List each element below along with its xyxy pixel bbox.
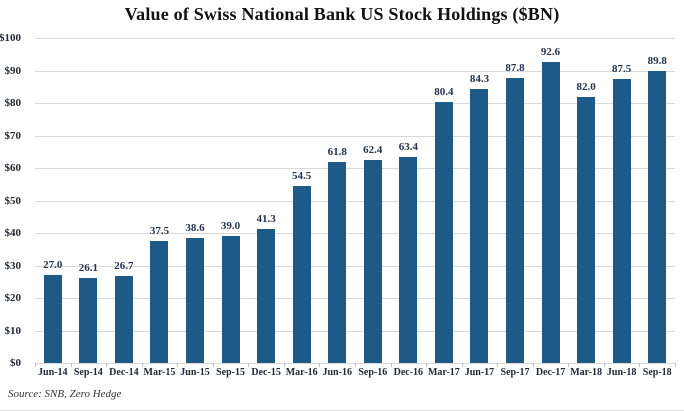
bar	[434, 101, 453, 363]
y-axis-tick-label: $90	[4, 64, 22, 77]
x-axis-tick-mark	[177, 363, 179, 367]
x-axis-tick-mark	[390, 363, 392, 367]
x-axis-tick-label: Mar-16	[285, 367, 318, 378]
x-axis-tick-mark	[70, 363, 72, 367]
bar	[292, 185, 311, 363]
bar-value-label: 63.4	[398, 140, 418, 153]
gridline	[35, 135, 675, 137]
bar-value-label: 26.7	[114, 260, 134, 273]
x-axis-tick-label: Mar-17	[427, 367, 460, 378]
gridline	[35, 233, 675, 234]
bar	[221, 236, 240, 363]
bar	[648, 71, 667, 363]
source-note: Source: SNB, Zero Hedge	[8, 388, 122, 400]
gridline	[35, 103, 675, 104]
x-axis-tick-mark	[639, 363, 641, 367]
gridline	[35, 330, 675, 332]
bar	[363, 160, 382, 363]
gridline	[35, 265, 675, 267]
bar-value-label: 26.1	[78, 262, 98, 275]
plot-area: $0 $10 $20 $30 $40 $50 $60 $70 $80 $90 $100 27.0 Jun…	[0, 33, 676, 378]
bar	[328, 162, 347, 363]
x-axis-tick-label: Sep-17	[500, 367, 530, 378]
x-axis-tick-label: Sep-15	[216, 367, 245, 378]
bar-value-label: 87.8	[505, 61, 525, 74]
bar	[150, 241, 169, 363]
bar	[506, 77, 524, 363]
gridline	[35, 168, 675, 169]
x-axis-tick-label: Dec-16	[393, 367, 424, 378]
x-axis-tick-label: Dec-14	[109, 367, 139, 378]
y-axis-tick-label: $30	[4, 259, 22, 272]
gridline	[35, 70, 675, 72]
y-axis-tick-label: $0	[10, 357, 21, 369]
bar	[186, 237, 204, 363]
x-axis-tick-label: Jun-16	[322, 367, 352, 378]
x-axis-tick-label: Jun-18	[606, 367, 637, 378]
bar-value-label: 37.5	[149, 225, 170, 238]
gridline	[35, 38, 675, 39]
x-axis-tick-label: Sep-14	[73, 367, 103, 378]
x-axis-tick-mark	[461, 363, 463, 367]
x-axis-tick-mark	[568, 363, 570, 367]
y-axis-tick-label: $60	[4, 162, 22, 174]
bar	[257, 228, 276, 363]
bar	[43, 275, 62, 363]
x-axis-tick-label: Sep-16	[358, 367, 388, 378]
x-axis-tick-mark	[603, 363, 605, 367]
bar-value-label: 80.4	[434, 85, 454, 98]
x-axis-tick-label: Dec-15	[251, 367, 281, 378]
gridline	[35, 298, 675, 299]
x-axis-tick-mark	[675, 363, 676, 367]
bar-value-label: 62.4	[363, 144, 383, 157]
x-axis-tick-mark	[141, 363, 143, 367]
x-axis-tick-mark	[35, 363, 36, 367]
bar	[114, 276, 133, 363]
x-axis-tick-mark	[355, 363, 356, 367]
y-axis-tick-label: $70	[4, 129, 22, 142]
x-axis-tick-mark	[212, 363, 214, 367]
y-axis-tick-label: $40	[4, 227, 22, 239]
bar-value-label: 82.0	[576, 80, 596, 93]
chart-title: Value of Swiss National Bank US Stock Ho…	[124, 4, 560, 24]
bar-value-label: 54.5	[292, 169, 312, 182]
x-axis-tick-label: Sep-18	[642, 367, 672, 378]
x-axis-tick-mark	[248, 363, 250, 367]
bar	[612, 78, 631, 363]
x-axis-tick-mark	[283, 363, 285, 367]
y-axis-tick-label: $80	[4, 97, 22, 109]
x-axis-tick-label: Jun-15	[180, 367, 210, 378]
x-axis-tick-label: Mar-18	[570, 367, 603, 378]
x-axis-tick-mark	[426, 363, 428, 367]
bar-value-label: 41.3	[256, 212, 276, 225]
y-axis-tick-label: $20	[4, 292, 22, 304]
y-axis-tick-label: $10	[4, 324, 22, 337]
bar-value-label: 61.8	[327, 146, 347, 159]
bar-value-label: 27.0	[43, 259, 63, 272]
x-axis-tick-mark	[106, 363, 108, 367]
y-axis-tick-label: $50	[4, 194, 22, 207]
bar-value-label: 92.6	[540, 46, 561, 59]
x-axis-tick-label: Jun-14	[38, 367, 68, 378]
gridline	[35, 200, 675, 202]
bar	[541, 62, 560, 363]
bar-value-label: 38.6	[185, 221, 205, 234]
bar	[470, 89, 489, 363]
bar	[399, 156, 418, 363]
x-axis-tick-mark	[532, 363, 534, 367]
x-axis-tick-label: Dec-17	[535, 367, 566, 378]
x-axis-tick-label: Jun-17	[464, 367, 495, 378]
y-axis-tick-label: $100	[0, 32, 21, 44]
x-axis-tick-label: Mar-15	[143, 367, 176, 378]
x-axis-tick-mark	[497, 363, 499, 367]
bar-value-label: 87.5	[612, 62, 632, 75]
bar	[79, 278, 98, 363]
bar	[577, 96, 596, 363]
bar-value-label: 89.8	[647, 55, 667, 68]
bar-value-label: 84.3	[469, 73, 490, 86]
bar-value-label: 39.0	[220, 220, 241, 233]
x-axis-tick-mark	[319, 363, 321, 367]
